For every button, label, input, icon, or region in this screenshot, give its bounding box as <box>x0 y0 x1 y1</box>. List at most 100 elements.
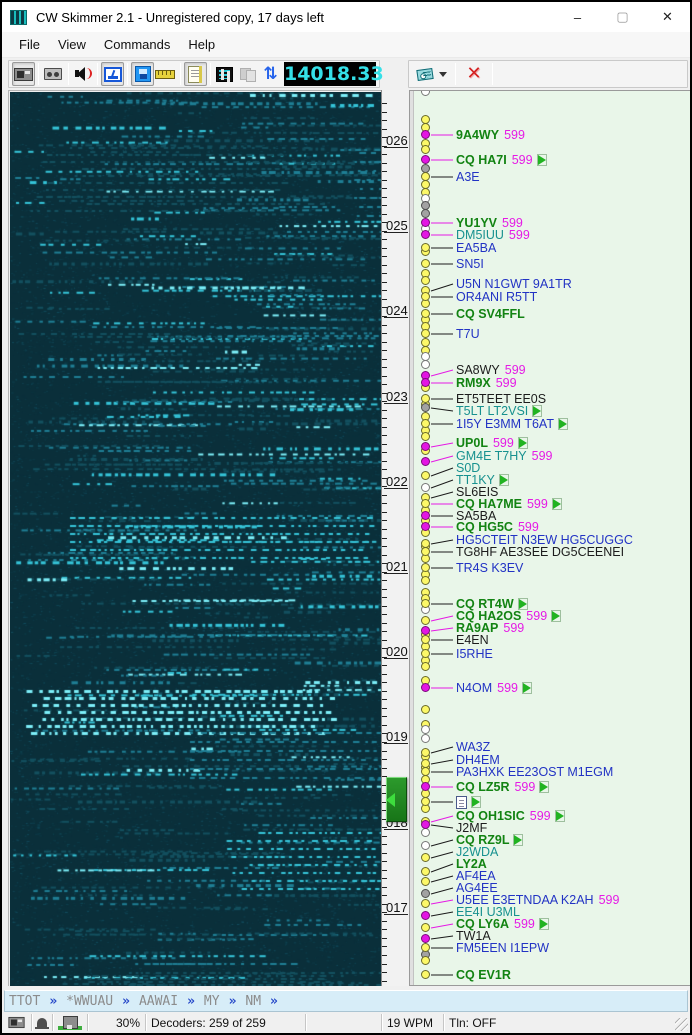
toolbar-separator <box>67 63 69 85</box>
spot-row[interactable]: EA5BA <box>456 241 496 255</box>
spot-row[interactable]: UP0L 599 <box>456 436 528 450</box>
spot-row[interactable]: A3E <box>456 170 480 184</box>
spot-row[interactable]: AF4EA <box>456 869 496 883</box>
spot-row[interactable]: CQ HA7ME 599 <box>456 497 562 511</box>
spot-row[interactable]: DM5IUU 599 <box>456 228 530 242</box>
spot-row[interactable]: TT1KY <box>456 473 509 487</box>
freq-updown-button[interactable]: ⇅ <box>259 62 282 86</box>
play-arrow-icon[interactable] <box>551 498 562 510</box>
spot-row[interactable]: CQ RZ9L <box>456 833 524 847</box>
close-button[interactable]: ✕ <box>662 9 673 24</box>
scale-minor-tick <box>382 929 387 930</box>
play-arrow-icon[interactable] <box>498 474 509 486</box>
log-pad-button[interactable] <box>183 62 207 86</box>
spot-row[interactable] <box>456 795 481 809</box>
play-arrow-icon[interactable] <box>532 405 543 417</box>
spot-row[interactable]: HG5CTEIT N3EW HG5CUGGC <box>456 533 633 547</box>
spot-row[interactable]: RA9AP 599 <box>456 621 524 635</box>
scale-label: 019 <box>386 729 408 744</box>
tuning-dial-button[interactable] <box>101 62 125 86</box>
spot-row[interactable]: U5EE E3ETNDAA K2AH 599 <box>456 893 619 907</box>
title-bar[interactable]: CW Skimmer 2.1 - Unregistered copy, 17 d… <box>2 2 690 32</box>
play-arrow-icon[interactable] <box>517 598 528 610</box>
play-arrow-icon[interactable] <box>513 834 524 846</box>
ticker-callsign[interactable]: TTOT <box>9 993 41 1009</box>
spot-row[interactable]: YU1YV 599 <box>456 216 523 230</box>
spot-row[interactable]: ET5TEET EE0S <box>456 392 546 406</box>
spot-row[interactable]: CQ SV4FFL <box>456 307 525 321</box>
spot-row[interactable]: SA5BA <box>456 509 496 523</box>
play-arrow-icon[interactable] <box>517 437 528 449</box>
play-arrow-icon[interactable] <box>536 154 547 166</box>
spot-row[interactable]: CQ EV1R <box>456 968 511 982</box>
paste-button[interactable] <box>236 62 259 86</box>
ticker-callsign[interactable]: AAWAI <box>138 993 179 1009</box>
spot-row[interactable]: CQ OH1SIC 599 <box>456 809 565 823</box>
menu-item-help[interactable]: Help <box>188 37 216 52</box>
play-arrow-icon[interactable] <box>471 796 481 808</box>
frequency-display[interactable]: 14018.33 <box>283 62 384 86</box>
ticker-callsign[interactable]: *WWUAU <box>66 993 114 1009</box>
play-arrow-icon[interactable] <box>551 610 562 622</box>
spot-row[interactable]: U5N N1GWT 9A1TR <box>456 277 572 291</box>
spot-row[interactable]: TW1A <box>456 929 491 943</box>
spot-row[interactable]: I5RHE <box>456 647 493 661</box>
spot-row[interactable]: AG4EE <box>456 881 498 895</box>
save-button[interactable] <box>131 62 154 86</box>
tag-spot-button[interactable] <box>412 62 452 86</box>
ticker-callsign[interactable]: NM <box>245 993 262 1009</box>
frequency-scale[interactable]: 026 025 024 023 022 021 020 019 018 017 <box>381 90 409 986</box>
spot-row[interactable]: OR4ANI R5TT <box>456 290 537 304</box>
spot-row[interactable]: CQ RT4W <box>456 597 528 611</box>
play-arrow-icon[interactable] <box>539 781 550 793</box>
spot-row[interactable]: CQ HA7I 599 <box>456 153 547 167</box>
spot-row[interactable]: FM5EEN I1EPW <box>456 941 549 955</box>
menu-item-commands[interactable]: Commands <box>103 37 171 52</box>
spot-row[interactable]: S0D <box>456 461 480 475</box>
spot-row[interactable]: N4OM 599 <box>456 681 532 695</box>
spot-row[interactable]: TR4S K3EV <box>456 561 523 575</box>
play-arrow-icon[interactable] <box>557 418 568 430</box>
spot-row[interactable]: 1I5Y E3MM T6AT <box>456 417 568 431</box>
spot-row[interactable]: TG8HF AE3SEE DG5CEENEI <box>456 545 624 559</box>
waterfall-display[interactable] <box>10 92 381 986</box>
spot-row[interactable]: PA3HXK EE23OST M1EGM <box>456 765 613 779</box>
minimize-button[interactable]: – <box>573 9 582 25</box>
spot-row[interactable]: E4EN <box>456 633 489 647</box>
play-arrow-icon[interactable] <box>521 682 532 694</box>
spot-row[interactable]: 9A4WY 599 <box>456 128 525 142</box>
spot-row[interactable]: SN5I <box>456 257 484 271</box>
spot-row[interactable]: WA3Z <box>456 740 490 754</box>
tuning-marker[interactable] <box>386 777 407 822</box>
spot-row[interactable]: J2WDA <box>456 845 498 859</box>
menu-item-view[interactable]: View <box>57 37 86 52</box>
chip-icon <box>58 1015 82 1030</box>
spot-row[interactable]: CQ HA2OS 599 <box>456 609 562 623</box>
spot-row[interactable]: J2MF <box>456 821 487 835</box>
delete-spot-button[interactable]: ✕ <box>459 62 489 86</box>
mixer-button[interactable] <box>214 62 237 86</box>
spot-row[interactable]: LY2A <box>456 857 487 871</box>
spot-row[interactable]: T7U <box>456 327 480 341</box>
play-arrow-icon[interactable] <box>554 810 565 822</box>
spot-row[interactable]: SL6EIS <box>456 485 498 499</box>
ruler-button[interactable] <box>154 62 177 86</box>
play-arrow-icon[interactable] <box>538 918 549 930</box>
maximize-button[interactable]: ▢ <box>616 9 629 24</box>
speaker-button[interactable] <box>72 62 95 86</box>
spot-row[interactable]: DH4EM <box>456 753 500 767</box>
audio-device-button[interactable] <box>42 62 65 86</box>
spot-row[interactable]: CQ LY6A 599 <box>456 917 549 931</box>
spot-row[interactable]: RM9X 599 <box>456 376 517 390</box>
spot-row[interactable]: CQ LZ5R 599 <box>456 780 550 794</box>
menu-item-file[interactable]: File <box>19 37 40 52</box>
spot-row[interactable]: T5LT LT2VSI <box>456 404 543 418</box>
spot-row[interactable]: SA8WY 599 <box>456 363 526 377</box>
spot-row[interactable]: EE4I U3ML <box>456 905 520 919</box>
radio-button[interactable] <box>12 62 35 86</box>
spot-row[interactable]: CQ HG5C 599 <box>456 520 539 534</box>
spot-row[interactable]: GM4E T7HY 599 <box>456 449 552 463</box>
resize-grip[interactable] <box>675 1018 688 1031</box>
ticker-callsign[interactable]: MY <box>203 993 220 1009</box>
